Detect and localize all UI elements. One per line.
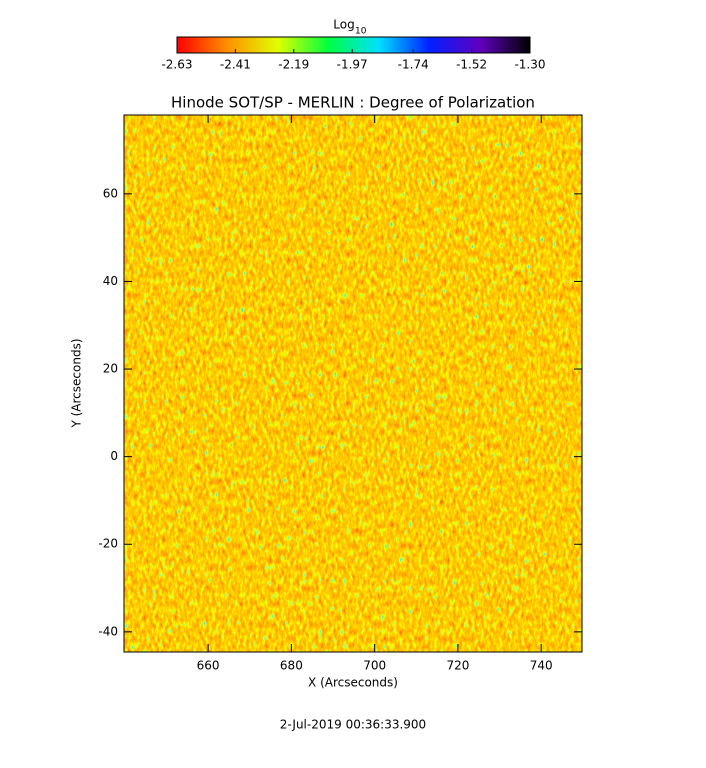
colorbar-label-subscript: 10 xyxy=(355,27,367,37)
colorbar-tick-label: -1.97 xyxy=(337,58,368,72)
y-tick-label: 40 xyxy=(103,274,118,288)
colorbar-tick-label: -1.74 xyxy=(398,58,429,72)
colorbar-tick-label: -2.19 xyxy=(278,58,309,72)
x-tick-label: 700 xyxy=(363,659,386,673)
x-tick-label: 660 xyxy=(197,659,220,673)
chart-title: Hinode SOT/SP - MERLIN : Degree of Polar… xyxy=(171,94,535,112)
colorbar-label: Log xyxy=(333,18,354,32)
x-axis-label: X (Arcseconds) xyxy=(308,676,398,690)
y-tick-label: 20 xyxy=(103,362,118,376)
footer-date: 2-Jul-2019 00:36:33.900 xyxy=(280,718,426,732)
x-tick-label: 740 xyxy=(530,659,553,673)
y-tick-label: 0 xyxy=(110,449,118,463)
y-tick-label: 60 xyxy=(103,186,118,200)
plot-frame xyxy=(123,114,583,653)
colorbar-tick-label: -2.41 xyxy=(220,58,251,72)
heatmap-image xyxy=(124,115,582,652)
y-axis-label: Y (Arcseconds) xyxy=(70,338,84,428)
colorbar xyxy=(176,36,531,54)
colorbar-tick-label: -1.52 xyxy=(456,58,487,72)
colorbar-tick-label: -1.30 xyxy=(514,58,545,72)
x-tick-label: 720 xyxy=(446,659,469,673)
colorbar-tick-label: -2.63 xyxy=(161,58,192,72)
x-tick-label: 680 xyxy=(280,659,303,673)
y-tick-label: -40 xyxy=(98,624,118,638)
y-tick-label: -20 xyxy=(98,537,118,551)
